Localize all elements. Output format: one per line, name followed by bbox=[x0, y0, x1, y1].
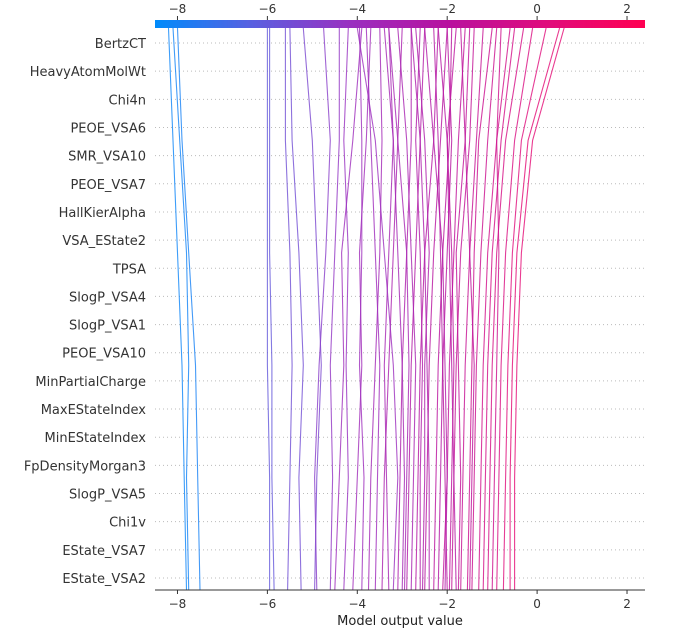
feature-label: SlogP_VSA5 bbox=[69, 488, 146, 503]
feature-label: PEOE_VSA7 bbox=[70, 178, 146, 193]
x-tick-label-top: −8 bbox=[169, 2, 187, 16]
decision-line bbox=[176, 27, 201, 591]
decision-line bbox=[424, 27, 448, 591]
x-tick-label-bottom: −4 bbox=[348, 597, 366, 611]
decision-line bbox=[383, 27, 394, 591]
decision-line bbox=[460, 27, 475, 591]
decision-line bbox=[329, 28, 340, 591]
feature-label: Chi4n bbox=[109, 93, 146, 108]
x-tick-label-top: 2 bbox=[623, 2, 631, 16]
x-tick-label-bottom: −2 bbox=[438, 597, 456, 611]
decision-line bbox=[397, 27, 417, 591]
feature-label: SMR_VSA10 bbox=[68, 150, 146, 165]
decision-line bbox=[482, 27, 516, 591]
decision-line bbox=[509, 27, 561, 590]
decision-line bbox=[514, 27, 565, 590]
feature-label: MinEStateIndex bbox=[45, 431, 147, 446]
decision-line bbox=[381, 27, 403, 591]
decision-line bbox=[446, 27, 457, 591]
feature-label: HallKierAlpha bbox=[59, 206, 146, 221]
decision-line bbox=[289, 27, 304, 591]
x-tick-label-bottom: −8 bbox=[169, 597, 187, 611]
decision-line bbox=[478, 27, 511, 591]
decision-line bbox=[455, 27, 471, 591]
decision-line bbox=[496, 27, 534, 591]
decision-line bbox=[266, 28, 271, 590]
feature-label: BertzCT bbox=[95, 37, 146, 52]
feature-label: MaxEStateIndex bbox=[41, 403, 147, 418]
decision-line bbox=[437, 27, 457, 591]
feature-label: SlogP_VSA1 bbox=[69, 319, 146, 334]
decision-line bbox=[397, 28, 412, 591]
x-tick-label-top: −4 bbox=[348, 2, 366, 16]
decision-line bbox=[415, 27, 424, 590]
feature-label: HeavyAtomMolWt bbox=[30, 65, 146, 80]
x-ticks: −8 −8 −6 −6 −4 −4 −2 −2 0 0 2 2 bbox=[169, 2, 631, 611]
feature-label: EState_VSA2 bbox=[62, 572, 146, 587]
x-tick-label-top: −6 bbox=[259, 2, 277, 16]
x-tick-label-top: 0 bbox=[533, 2, 541, 16]
decision-line bbox=[471, 27, 498, 591]
feature-label: FpDensityMorgan3 bbox=[24, 459, 146, 474]
decision-line bbox=[502, 27, 547, 591]
decision-line bbox=[284, 28, 293, 591]
decision-line bbox=[415, 27, 430, 591]
x-axis-label: Model output value bbox=[337, 614, 463, 629]
decision-line bbox=[172, 27, 190, 591]
decision-line bbox=[356, 27, 399, 591]
x-tick-label-bottom: 2 bbox=[623, 597, 631, 611]
decision-line bbox=[269, 28, 275, 591]
decision-line bbox=[314, 27, 331, 591]
decision-line bbox=[433, 27, 453, 591]
decision-line bbox=[466, 27, 493, 591]
decision-line bbox=[415, 27, 439, 591]
x-tick-label-bottom: 0 bbox=[533, 597, 541, 611]
feature-label: VSA_EState2 bbox=[62, 234, 146, 249]
decision-line bbox=[442, 27, 453, 591]
feature-labels: BertzCT HeavyAtomMolWt Chi4n PEOE_VSA6 SMR_V… bbox=[24, 37, 146, 587]
decision-line bbox=[167, 27, 188, 591]
decision-line bbox=[487, 27, 525, 591]
decision-line bbox=[451, 27, 475, 591]
decision-line bbox=[383, 27, 406, 591]
decision-line bbox=[424, 27, 448, 591]
x-tick-label-top: −2 bbox=[438, 2, 456, 16]
decision-line bbox=[334, 27, 363, 591]
decision-line bbox=[410, 27, 430, 590]
decision-line bbox=[343, 27, 349, 591]
colorbar bbox=[155, 20, 645, 28]
decision-line bbox=[433, 27, 444, 591]
feature-label: Chi1v bbox=[109, 516, 146, 531]
decision-line bbox=[358, 27, 365, 591]
feature-label: TPSA bbox=[112, 262, 146, 277]
decision-line bbox=[302, 27, 322, 591]
decision-line bbox=[460, 27, 484, 591]
feature-label: SlogP_VSA4 bbox=[69, 290, 146, 305]
feature-label: PEOE_VSA6 bbox=[70, 121, 146, 136]
feature-label: EState_VSA7 bbox=[62, 544, 146, 559]
x-tick-label-bottom: −6 bbox=[259, 597, 277, 611]
feature-label: MinPartialCharge bbox=[35, 375, 146, 390]
decision-line bbox=[388, 27, 410, 591]
decision-lines bbox=[167, 27, 565, 591]
decision-line bbox=[491, 27, 502, 591]
decision-line bbox=[365, 27, 381, 591]
feature-label: PEOE_VSA10 bbox=[62, 347, 146, 362]
